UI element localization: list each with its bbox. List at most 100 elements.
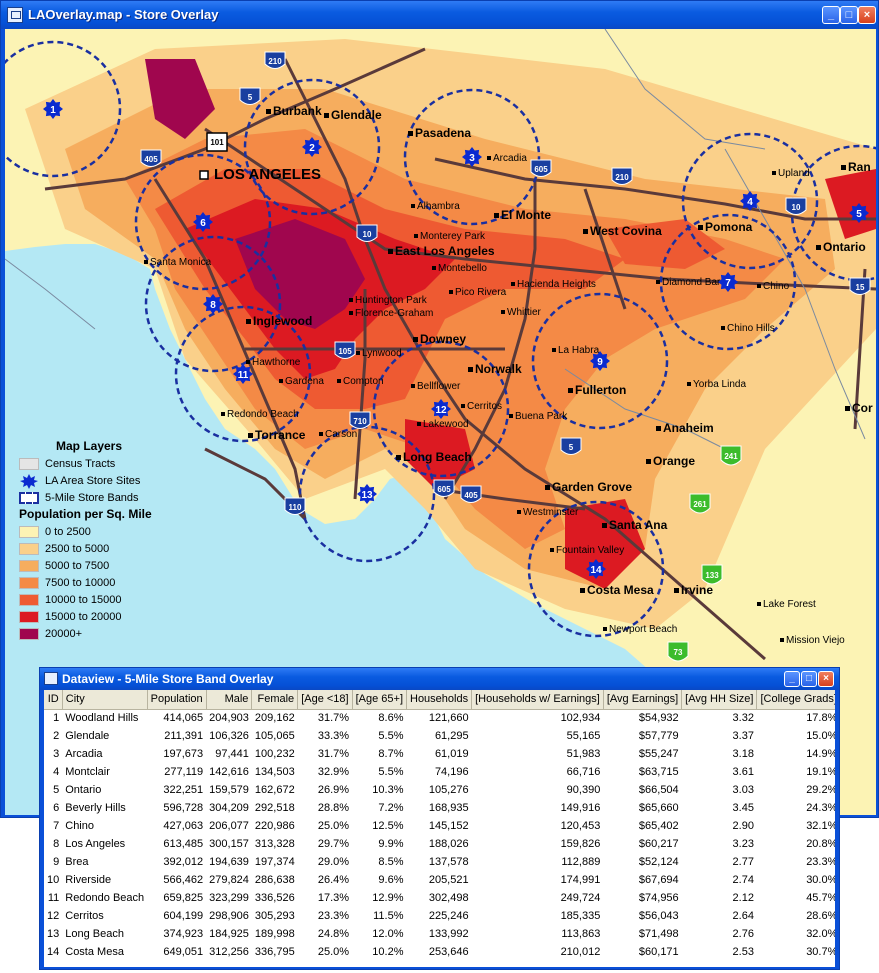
highway-shield-133: 133 bbox=[701, 564, 723, 585]
store-site-icon bbox=[43, 99, 63, 119]
table-cell: 145,152 bbox=[428, 820, 469, 832]
column-header[interactable]: [Households w/ Earnings] bbox=[471, 690, 604, 710]
dataview-maximize-button[interactable]: □ bbox=[801, 671, 817, 687]
column-header[interactable]: ID bbox=[44, 690, 63, 710]
maximize-button[interactable]: □ bbox=[840, 6, 858, 24]
minimize-button[interactable]: _ bbox=[822, 6, 840, 24]
table-cell: 3 bbox=[53, 748, 60, 760]
city-name: Compton bbox=[343, 376, 384, 387]
table-cell: 206,077 bbox=[209, 820, 249, 832]
table-cell: $60,171 bbox=[638, 946, 679, 958]
table-cell: 29.7% bbox=[317, 838, 350, 850]
city-gardena: Gardena bbox=[279, 376, 324, 387]
store-site-11[interactable]: 11 bbox=[233, 364, 253, 384]
city-cor: Cor bbox=[845, 401, 873, 415]
column-header[interactable]: Households bbox=[406, 690, 473, 710]
store-site-12[interactable]: 12 bbox=[431, 399, 451, 419]
city-westminster: Westminster bbox=[517, 507, 579, 518]
store-site-4[interactable]: 4 bbox=[740, 191, 760, 211]
city-lake-forest: Lake Forest bbox=[757, 599, 816, 610]
store-site-14[interactable]: 14 bbox=[586, 559, 606, 579]
store-site-icon bbox=[590, 351, 610, 371]
table-cell: 3.23 bbox=[732, 838, 754, 850]
table-cell: 24.3% bbox=[806, 802, 835, 814]
store-site-13[interactable]: 13 bbox=[357, 484, 377, 504]
city-name: Bellflower bbox=[417, 381, 461, 392]
table-cell: Arcadia bbox=[65, 748, 103, 760]
table-cell: 302,498 bbox=[428, 892, 469, 904]
column-header[interactable]: [Avg Earnings] bbox=[603, 690, 683, 710]
city-name: Orange bbox=[653, 454, 695, 468]
table-row[interactable]: 5 Ontario 322,251 159,579 162,672 26.9% 10.3% 1… bbox=[44, 781, 835, 799]
city-irvine: Irvine bbox=[674, 583, 713, 597]
table-cell: Woodland Hills bbox=[65, 712, 139, 725]
table-cell: 32.9% bbox=[317, 766, 350, 778]
table-cell: 149,916 bbox=[560, 802, 601, 814]
table-cell: 12.0% bbox=[372, 928, 404, 940]
highway-shield-10: 10 bbox=[356, 224, 378, 242]
store-band-11 bbox=[174, 305, 312, 443]
highway-shield-405: 405 bbox=[460, 485, 482, 503]
highway-shield-241: 241 bbox=[720, 445, 742, 466]
header-row: ID City Population Male Female [Age <18] [Age … bbox=[44, 690, 835, 710]
table-row[interactable]: 6 Beverly Hills 596,728 304,209 292,518 28.8%… bbox=[44, 799, 835, 817]
column-header[interactable]: [College Grads] bbox=[756, 690, 835, 710]
table-cell: 5.5% bbox=[378, 766, 404, 778]
dataview-grid[interactable]: ID City Population Male Female [Age <18] [Age … bbox=[44, 690, 835, 967]
table-row[interactable]: 13 Long Beach 374,923 184,925 189,998 24.8% 12… bbox=[44, 925, 835, 943]
column-header[interactable]: Male bbox=[206, 690, 253, 710]
table-cell: Riverside bbox=[65, 874, 112, 886]
city-name: Lynwood bbox=[362, 348, 402, 359]
city-name: Montebello bbox=[438, 263, 487, 274]
table-row[interactable]: 2 Glendale 211,391 106,326 105,065 33.3% 5.5% 6… bbox=[44, 727, 835, 745]
column-header[interactable]: [Age <18] bbox=[297, 690, 353, 710]
store-site-2[interactable]: 2 bbox=[302, 137, 322, 157]
city-mission-viejo: Mission Viejo bbox=[780, 635, 845, 646]
table-row[interactable]: 10 Riverside 566,462 279,824 286,638 26.4% 9.6… bbox=[44, 871, 835, 889]
table-cell: 189,998 bbox=[254, 928, 295, 940]
table-row[interactable]: 4 Montclair 277,119 142,616 134,503 32.9% 5.5%… bbox=[44, 763, 835, 781]
map-app-icon bbox=[7, 7, 23, 23]
table-row[interactable]: 1 Woodland Hills 414,065 204,903 209,162 31.7… bbox=[44, 709, 835, 727]
shield-number: 605 bbox=[437, 485, 451, 494]
column-header[interactable]: Female bbox=[251, 690, 299, 710]
store-site-1[interactable]: 1 bbox=[43, 99, 63, 119]
table-cell: Long Beach bbox=[65, 928, 124, 940]
table-cell: 210,012 bbox=[560, 946, 601, 958]
city-name: Arcadia bbox=[493, 153, 527, 164]
dataview-titlebar[interactable]: Dataview - 5-Mile Store Band Overlay _ □… bbox=[40, 668, 839, 690]
table-cell: 304,209 bbox=[209, 802, 249, 814]
store-site-3[interactable]: 3 bbox=[462, 147, 482, 167]
city-long-beach: Long Beach bbox=[396, 450, 472, 464]
store-site-7[interactable]: 7 bbox=[718, 272, 738, 292]
city-name: Santa Ana bbox=[609, 518, 668, 532]
table-row[interactable]: 9 Brea 392,012 194,639 197,374 29.0% 8.5% 137,5… bbox=[44, 853, 835, 871]
dataview-close-button[interactable]: × bbox=[818, 671, 834, 687]
store-site-icon bbox=[462, 147, 482, 167]
population-legend-heading: Population per Sq. Mile bbox=[19, 507, 152, 521]
store-site-8[interactable]: 8 bbox=[203, 294, 223, 314]
store-site-icon bbox=[233, 364, 253, 384]
store-site-9[interactable]: 9 bbox=[590, 351, 610, 371]
column-header[interactable]: [Avg HH Size] bbox=[681, 690, 758, 710]
map-window-titlebar[interactable]: LAOverlay.map - Store Overlay _ □ × bbox=[1, 1, 878, 29]
store-site-5[interactable]: 5 bbox=[849, 203, 869, 223]
column-header[interactable]: City bbox=[62, 690, 148, 710]
table-row[interactable]: 7 Chino 427,063 206,077 220,986 25.0% 12.5% 145… bbox=[44, 817, 835, 835]
table-row[interactable]: 8 Los Angeles 613,485 300,157 313,328 29.7% 9.… bbox=[44, 835, 835, 853]
table-row[interactable]: 12 Cerritos 604,199 298,906 305,293 23.3% 11.5… bbox=[44, 907, 835, 925]
column-header[interactable]: Population bbox=[147, 690, 207, 710]
table-row[interactable]: 11 Redondo Beach 659,825 323,299 336,526 17.3… bbox=[44, 889, 835, 907]
table-row[interactable]: 3 Arcadia 197,673 97,441 100,232 31.7% 8.7% 61,… bbox=[44, 745, 835, 763]
table-cell: 313,328 bbox=[254, 838, 295, 850]
dataview-minimize-button[interactable]: _ bbox=[784, 671, 800, 687]
column-header[interactable]: [Age 65+] bbox=[352, 690, 408, 710]
table-cell: 20.8% bbox=[806, 838, 835, 850]
city-name: Torrance bbox=[255, 428, 306, 442]
close-button[interactable]: × bbox=[858, 6, 876, 24]
table-cell: $57,779 bbox=[638, 730, 679, 742]
table-cell: 3.45 bbox=[732, 802, 754, 814]
store-site-6[interactable]: 6 bbox=[193, 212, 213, 232]
table-row[interactable]: 14 Costa Mesa 649,051 312,256 336,795 25.0% 10… bbox=[44, 943, 835, 961]
city-name: Fountain Valley bbox=[556, 545, 624, 556]
